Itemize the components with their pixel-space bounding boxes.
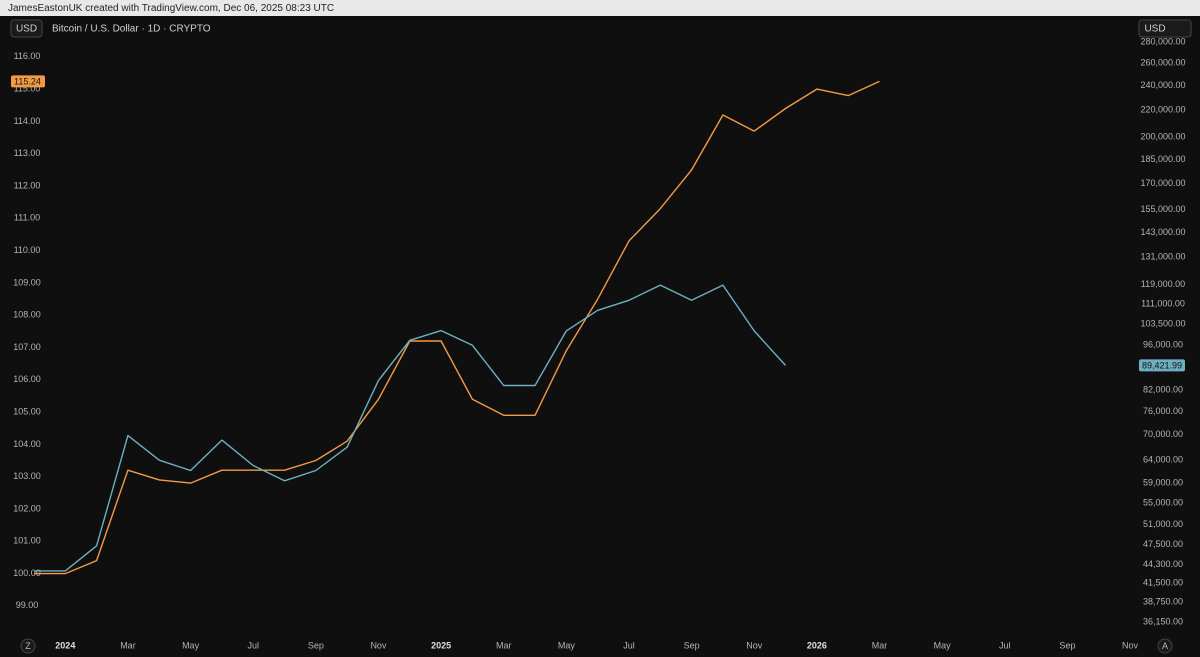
x-tick-label: Nov (370, 640, 387, 650)
y-tick-label: 116.00 (14, 51, 41, 61)
y-tick-label: 103.00 (13, 471, 41, 481)
y-tick-label: 109.00 (13, 277, 41, 287)
y2-tick-label: 131,000.00 (1140, 252, 1185, 262)
y2-tick-label: 36,150.00 (1143, 616, 1183, 626)
x-tick-label: Sep (1059, 640, 1075, 650)
y-tick-label: 110.00 (14, 245, 41, 255)
currency-left[interactable]: USD (16, 24, 37, 35)
attribution-bar (0, 0, 1200, 16)
last-value-label: 89,421.99 (1142, 360, 1182, 370)
y2-tick-label: 96,000.00 (1143, 340, 1183, 350)
currency-right[interactable]: USD (1144, 24, 1165, 35)
y2-tick-label: 38,750.00 (1143, 597, 1183, 607)
y2-tick-label: 82,000.00 (1143, 384, 1183, 394)
x-tick-label: Sep (308, 640, 324, 650)
y2-tick-label: 119,000.00 (1141, 279, 1185, 289)
y2-tick-label: 64,000.00 (1143, 455, 1183, 465)
x-tick-label: May (182, 640, 200, 650)
y-tick-label: 107.00 (13, 342, 41, 352)
y-tick-label: 115.00 (14, 84, 41, 94)
y2-tick-label: 76,000.00 (1143, 406, 1183, 416)
y-tick-label: 102.00 (13, 503, 41, 513)
y-tick-label: 111.00 (14, 213, 40, 223)
y-tick-label: 100.00 (13, 568, 41, 578)
y2-tick-label: 280,000.00 (1140, 36, 1185, 46)
currency-button[interactable] (1138, 19, 1192, 38)
x-tick-label: May (558, 640, 576, 650)
x-tick-label: Jul (247, 640, 259, 650)
x-tick-label: 2026 (807, 640, 827, 650)
last-value-label: 115.24 (14, 76, 41, 86)
series-line (34, 80, 880, 575)
y-tick-label: 112.00 (14, 180, 41, 190)
y2-tick-label: 51,000.00 (1143, 519, 1183, 529)
symbol-title: Bitcoin / U.S. Dollar · 1D · CRYPTO (52, 24, 211, 35)
x-tick-label: 2025 (431, 640, 451, 650)
y-tick-label: 113.00 (14, 148, 41, 158)
zoom-button[interactable] (20, 638, 36, 654)
y2-tick-label: 240,000.00 (1140, 80, 1185, 90)
y2-tick-label: 200,000.00 (1140, 132, 1185, 142)
x-tick-label: Sep (684, 640, 700, 650)
y2-tick-label: 59,000.00 (1143, 478, 1183, 488)
y-tick-label: 106.00 (13, 374, 41, 384)
zoom-button-label[interactable]: Z (25, 641, 31, 651)
x-tick-label: Nov (1122, 640, 1139, 650)
last-value-box (1139, 359, 1185, 372)
last-value-box (11, 75, 45, 88)
y-tick-label: 108.00 (13, 310, 41, 320)
y-tick-label: 99.00 (16, 600, 39, 610)
y-tick-label: 114.00 (14, 116, 41, 126)
x-tick-label: May (934, 640, 952, 650)
y2-tick-label: 111,000.00 (1141, 299, 1185, 309)
y-tick-label: 104.00 (13, 439, 41, 449)
y2-tick-label: 70,000.00 (1143, 429, 1183, 439)
y2-tick-label: 143,000.00 (1140, 227, 1185, 237)
x-tick-label: 2024 (55, 640, 75, 650)
y2-tick-label: 155,000.00 (1140, 204, 1185, 214)
y2-tick-label: 103,500.00 (1140, 318, 1185, 328)
x-tick-label: Nov (746, 640, 763, 650)
y-tick-label: 105.00 (13, 406, 41, 416)
y2-tick-label: 41,500.00 (1143, 577, 1183, 587)
x-tick-label: Jul (623, 640, 635, 650)
attribution: JamesEastonUK created with TradingView.c… (8, 3, 334, 14)
y2-tick-label: 55,000.00 (1143, 497, 1183, 507)
currency-button[interactable] (10, 19, 43, 38)
series-line (34, 284, 787, 572)
x-tick-label: Jul (999, 640, 1011, 650)
y2-tick-label: 44,300.00 (1143, 559, 1183, 569)
x-tick-label: Mar (872, 640, 888, 650)
x-tick-label: Mar (496, 640, 512, 650)
y2-tick-label: 260,000.00 (1140, 57, 1185, 67)
y2-tick-label: 220,000.00 (1140, 105, 1185, 115)
auto-button[interactable] (1157, 638, 1173, 654)
y2-tick-label: 170,000.00 (1140, 178, 1185, 188)
auto-button-label[interactable]: A (1162, 641, 1168, 651)
y2-tick-label: 185,000.00 (1140, 154, 1185, 164)
y2-tick-label: 47,500.00 (1143, 539, 1183, 549)
y-tick-label: 101.00 (13, 536, 41, 546)
x-tick-label: Mar (120, 640, 136, 650)
